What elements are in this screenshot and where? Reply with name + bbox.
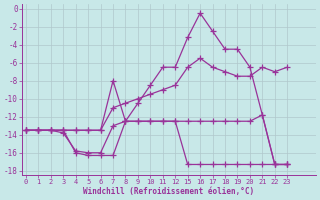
X-axis label: Windchill (Refroidissement éolien,°C): Windchill (Refroidissement éolien,°C) (84, 187, 255, 196)
